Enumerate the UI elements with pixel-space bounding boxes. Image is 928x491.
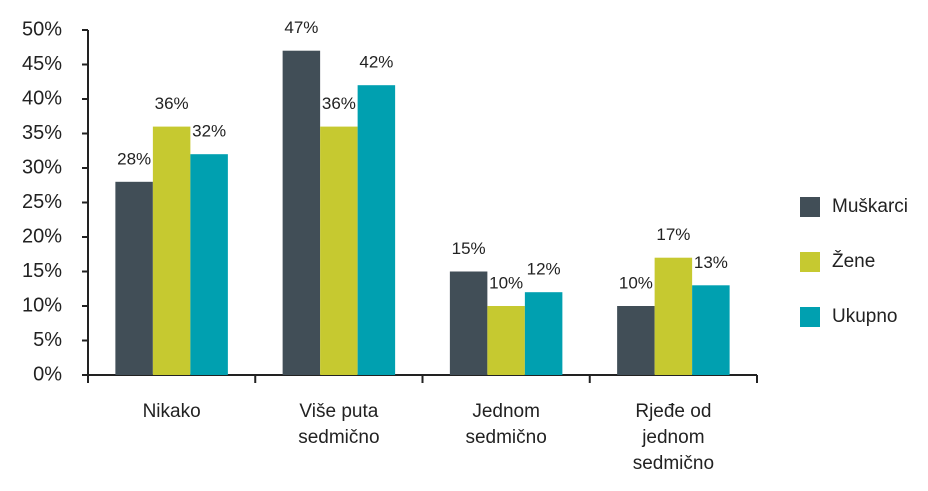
- y-tick-label: 25%: [22, 191, 62, 213]
- y-tick-label: 15%: [22, 260, 62, 282]
- bar: [449, 271, 488, 375]
- legend-swatch: [800, 197, 820, 217]
- y-tick-label: 0%: [33, 363, 62, 385]
- y-tick-label: 30%: [22, 156, 62, 178]
- y-tick-label: 5%: [33, 329, 62, 351]
- legend-swatch: [800, 252, 820, 272]
- bar: [320, 126, 358, 375]
- x-tick-label: Jednom sedmično: [465, 401, 547, 448]
- legend-label: Žene: [832, 250, 875, 272]
- value-label: 12%: [527, 260, 561, 279]
- value-label: 17%: [656, 225, 690, 244]
- bar: [692, 285, 730, 375]
- value-label: 10%: [489, 273, 523, 292]
- x-tick-label: Nikako: [142, 401, 201, 422]
- y-tick-label: 10%: [22, 294, 62, 316]
- bar: [152, 126, 191, 375]
- x-tick-label: Više puta sedmično: [298, 401, 380, 448]
- y-tick-label: 35%: [22, 122, 62, 144]
- bar: [282, 50, 321, 375]
- value-label: 42%: [359, 53, 393, 72]
- bar: [115, 181, 153, 375]
- value-label: 15%: [452, 239, 486, 258]
- value-label: 10%: [619, 273, 653, 292]
- value-label: 32%: [192, 122, 226, 141]
- value-label: 13%: [694, 253, 728, 272]
- value-label: 47%: [284, 18, 318, 37]
- bar: [357, 85, 396, 375]
- value-label: 28%: [117, 149, 151, 168]
- bar: [190, 154, 228, 375]
- y-tick-label: 45%: [22, 53, 62, 75]
- x-tick-label: Rjeđe od jednom sedmično: [632, 401, 715, 474]
- value-label: 36%: [155, 94, 189, 113]
- y-tick-label: 50%: [22, 18, 62, 40]
- y-tick-label: 20%: [22, 225, 62, 247]
- legend-swatch: [800, 307, 820, 327]
- bar: [524, 292, 563, 375]
- y-tick-label: 40%: [22, 87, 62, 109]
- bar: [487, 306, 525, 375]
- bar: [617, 306, 655, 375]
- legend-label: Ukupno: [832, 306, 898, 327]
- bar: [654, 257, 693, 375]
- value-label: 36%: [322, 94, 356, 113]
- legend-label: Muškarci: [832, 196, 908, 217]
